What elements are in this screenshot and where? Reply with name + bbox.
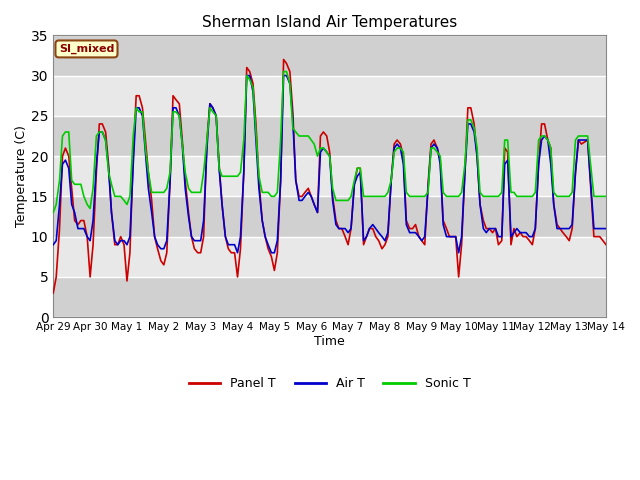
Air T — [203, 145, 211, 151]
Sonic T — [602, 193, 610, 199]
Panel T — [372, 234, 380, 240]
Sonic T — [445, 193, 453, 199]
Sonic T — [372, 193, 380, 199]
Bar — [53, 277, 606, 317]
Line: Sonic T: Sonic T — [53, 72, 606, 213]
Bar — [53, 75, 606, 116]
Air T — [516, 230, 524, 236]
Air T — [375, 230, 383, 236]
Line: Panel T: Panel T — [53, 60, 606, 293]
Air T — [49, 242, 57, 248]
Air T — [243, 72, 251, 78]
Panel T — [221, 234, 229, 240]
Air T — [387, 178, 395, 183]
Panel T — [280, 57, 287, 62]
Air T — [602, 226, 610, 231]
Bar — [53, 36, 606, 75]
Panel T — [384, 234, 392, 240]
Bar — [53, 237, 606, 277]
X-axis label: Time: Time — [314, 335, 345, 348]
Sonic T — [203, 137, 211, 143]
Sonic T — [513, 193, 521, 199]
Air T — [449, 234, 456, 240]
Legend: Panel T, Air T, Sonic T: Panel T, Air T, Sonic T — [184, 372, 476, 396]
Bar — [53, 156, 606, 196]
Bar — [53, 116, 606, 156]
Panel T — [602, 242, 610, 248]
Line: Air T: Air T — [53, 75, 606, 253]
Y-axis label: Temperature (C): Temperature (C) — [15, 125, 28, 227]
Bar — [53, 196, 606, 237]
Panel T — [445, 234, 453, 240]
Panel T — [513, 234, 521, 240]
Air T — [234, 250, 241, 256]
Air T — [221, 234, 229, 240]
Panel T — [49, 290, 57, 296]
Sonic T — [49, 210, 57, 216]
Sonic T — [384, 190, 392, 195]
Text: SI_mixed: SI_mixed — [59, 44, 114, 54]
Sonic T — [280, 69, 287, 74]
Sonic T — [221, 173, 229, 179]
Title: Sherman Island Air Temperatures: Sherman Island Air Temperatures — [202, 15, 458, 30]
Panel T — [203, 137, 211, 143]
